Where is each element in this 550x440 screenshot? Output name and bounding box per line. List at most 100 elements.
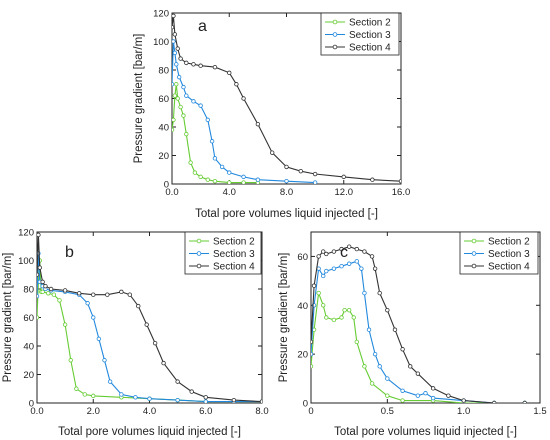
series-point [461,398,466,403]
series-point [48,286,54,292]
series-point [321,273,326,279]
series-point [175,46,180,51]
series-point [175,379,180,384]
series-point [311,351,314,357]
y-tick-label: 60 [158,94,169,105]
series-point [227,70,232,76]
x-tick-label: 0.5 [381,406,394,417]
legend-entry: Section 3 [488,249,530,260]
series-point [321,249,326,254]
series-point [174,62,179,67]
series-point [331,266,337,271]
series-point [339,315,344,320]
series-point [105,292,110,297]
series-point [172,25,175,30]
series-point [40,279,45,285]
y-tick-label: 100 [153,37,169,48]
series-point [184,131,189,137]
series-point [178,56,183,61]
series-point [324,251,329,257]
series-point [316,290,321,296]
chart-panel-b: 0.0 2.0 4.0 6.0 8.0 0 20 40 60 80 100 120 Total pore… [2,228,269,439]
series-point [57,298,62,303]
legend-marker [471,251,477,256]
series-point [219,164,225,170]
legend-entry: Section 4 [213,262,255,273]
series-point [172,13,176,19]
series-point [241,96,246,101]
series-point [172,32,178,37]
legend-marker [196,251,202,256]
series-point [255,121,261,127]
series-line-3 [311,260,525,403]
series-group [37,232,262,403]
series-point [430,386,436,391]
series-point [241,174,246,180]
series-point [255,177,261,182]
series-point [359,266,364,271]
series-point [212,178,218,184]
x-tick-label: 12.0 [335,187,354,198]
x-tick-label: 6.0 [199,406,212,417]
series-point [192,170,198,175]
series-point [342,307,347,313]
series-point [40,289,45,295]
series-point [415,371,421,376]
series-point [68,358,73,363]
x-tick-label: 4.0 [143,406,156,417]
series-point [181,84,186,90]
series-point [85,301,90,306]
series-point [311,283,317,288]
plot-frame [310,231,541,404]
y-axis-label: Pressure gradient [bar/m] [278,253,290,383]
series-point [172,117,176,123]
y-tick-label: 120 [153,9,169,20]
series-point [174,82,179,87]
series-point [43,283,48,289]
series-point [188,160,193,165]
legend-marker [196,263,202,269]
x-tick-label: 1.5 [533,406,546,417]
series-point [152,340,158,346]
panel-label: c [340,244,348,261]
y-tick-label: 80 [158,66,169,77]
series-point [37,293,40,299]
series-point [241,180,246,184]
series-point [212,156,218,161]
series-point [198,63,203,68]
series-point [366,327,372,332]
legend-entry: Section 4 [488,262,530,273]
series-point [351,315,356,320]
series-point [339,264,344,269]
series-point [107,379,113,384]
series-point [284,178,289,184]
series-point [372,266,378,271]
chart-panel-c: 0 0.5 1.0 1.5 0 20 40 60 Total pore volumes liqu… [278,231,547,438]
series-point [446,393,451,398]
series-point [408,364,413,369]
series-point [362,290,367,296]
series-point [133,395,138,400]
series-point [369,381,375,386]
series-point [298,168,304,174]
series-point [372,351,378,357]
series-point [312,180,318,184]
series-point [227,180,232,184]
legend-marker [471,263,477,269]
series-point [74,386,79,391]
series-point [172,39,176,44]
y-tick-label: 0 [303,399,308,410]
series-group [311,244,527,403]
series-point [331,317,337,323]
series-point [354,339,359,345]
series-point [269,150,275,155]
series-point [175,397,180,403]
series-point [181,113,186,118]
y-tick-label: 40 [297,301,308,312]
series-point [184,93,189,98]
series-point [377,290,382,296]
series-point [147,396,152,401]
